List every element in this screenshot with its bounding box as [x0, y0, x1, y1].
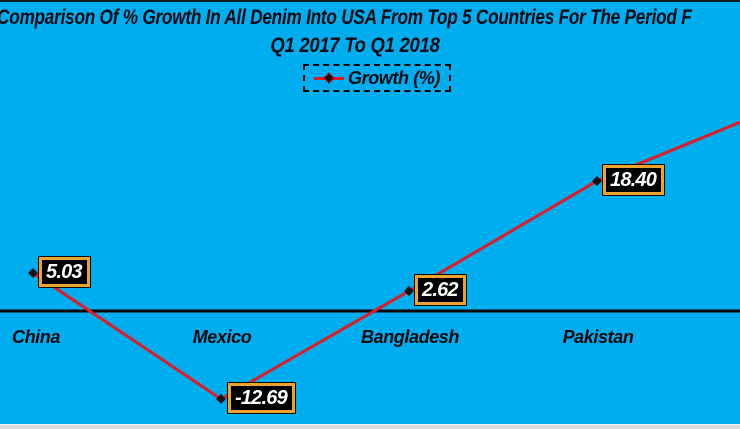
growth-series-line[interactable] — [32, 112, 740, 401]
data-point-marker-pakistan[interactable] — [592, 176, 602, 186]
window-bottom-edge — [0, 424, 740, 429]
legend-line-marker-icon — [314, 71, 344, 84]
x-axis-label-mexico: Mexico — [192, 327, 252, 347]
data-label-bangladesh[interactable]: 2.62 — [414, 274, 467, 306]
x-axis-label-china: China — [11, 327, 61, 347]
legend-label: Growth (%) — [348, 68, 440, 88]
data-point-marker-mexico[interactable] — [216, 394, 226, 404]
chart-title-line1: Comparison Of % Growth In All Denim Into… — [0, 6, 692, 29]
window-top-edge — [0, 0, 740, 2]
x-axis-label-bangladesh: Bangladesh — [360, 327, 460, 347]
data-label-mexico[interactable]: -12.69 — [227, 382, 296, 414]
data-point-marker-china[interactable] — [28, 268, 38, 278]
chart-title-line2: Q1 2017 To Q1 2018 — [270, 34, 440, 57]
data-label-china[interactable]: 5.03 — [38, 256, 91, 288]
data-label-pakistan[interactable]: 18.40 — [601, 164, 666, 196]
data-point-marker-bangladesh[interactable] — [404, 286, 414, 296]
legend[interactable]: Growth (%) — [303, 64, 451, 92]
x-axis-label-pakistan: Pakistan — [562, 327, 634, 347]
